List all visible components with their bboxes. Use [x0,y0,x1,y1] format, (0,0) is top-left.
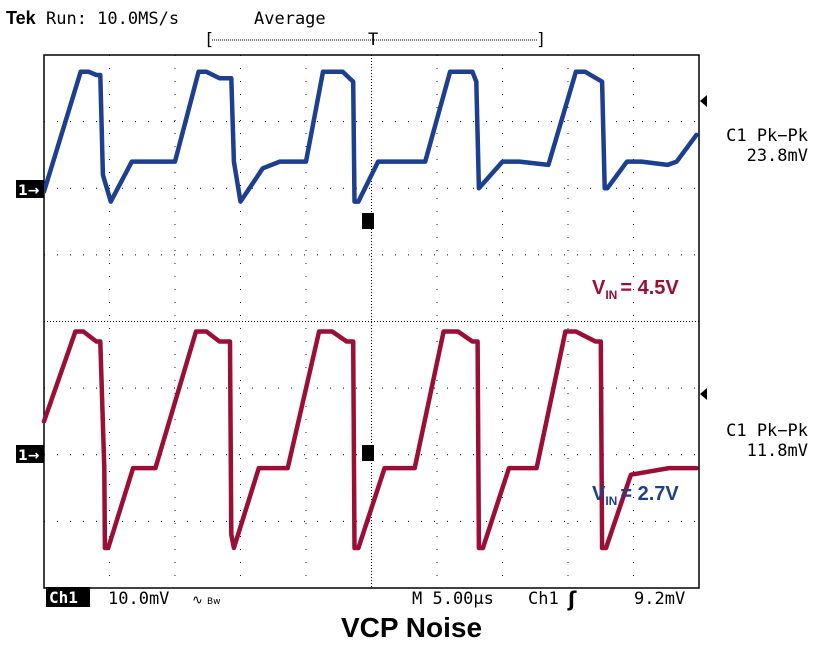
channel-marker-bg [16,180,44,198]
trigger-position-marker [362,213,374,229]
volts-per-div: 10.0mV [108,589,169,609]
vin-label: VIN = 4.5V [592,277,679,302]
channel-marker-label: 1→ [18,183,40,199]
trace-bottom [41,69,699,204]
channel-label: Ch1 [49,588,78,607]
timebase: M 5.00µs [412,589,494,609]
trigger-level: 9.2mV [634,589,685,609]
trigger-slope-icon: ʃ [567,587,577,611]
measurement-value: 23.8mV [747,146,808,166]
traces [41,69,699,551]
channel-marker-bg [16,445,44,463]
chart-caption: VCP Noise [340,612,483,643]
trigger-position-marker [362,445,374,461]
acquisition-status: Run: 10.0MS/s [46,9,179,29]
trigger-marker: T [368,30,378,50]
bandwidth-label: Bw [207,597,221,607]
trigger-bracket-right: ] [536,30,546,50]
trigger-bracket-left: [ [204,30,214,50]
trigger-level-arrow [700,388,707,400]
acquisition-mode: Average [254,9,326,29]
trace-top [41,329,699,551]
channel-marker-label: 1→ [18,448,40,464]
measurement-title: C1 Pk−Pk [726,126,808,146]
trigger-level-arrow [700,95,707,107]
brand-label: Tek [6,8,37,28]
vin-label: VIN = 2.7V [592,483,679,508]
measurement-title: C1 Pk−Pk [726,421,808,441]
trigger-source: Ch1 [528,589,559,609]
channel-badge [46,587,90,607]
measurement-value: 11.8mV [747,441,808,461]
bandwidth-icon: ∿ [192,593,203,608]
graticule [43,54,700,589]
